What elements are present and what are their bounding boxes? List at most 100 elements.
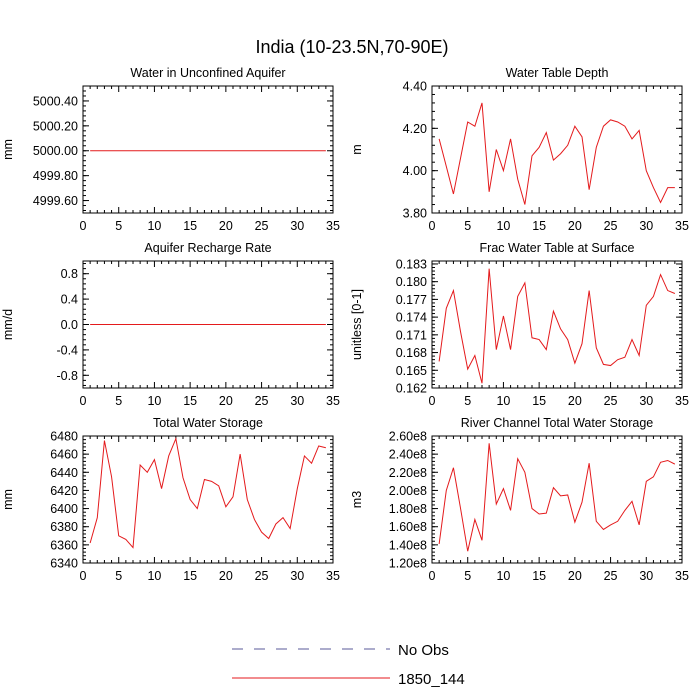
x-tick-label: 0 [429, 394, 436, 408]
x-tick-label: 0 [429, 219, 436, 233]
y-axis-label: unitless [0-1] [350, 289, 364, 360]
y-tick-label: 4999.80 [33, 169, 78, 183]
y-tick-label: 1.40e8 [389, 538, 427, 552]
y-tick-label: 1.60e8 [389, 520, 427, 534]
y-tick-label: 5000.40 [33, 94, 78, 108]
x-tick-label: 35 [326, 394, 340, 408]
x-tick-label: 20 [568, 394, 582, 408]
series-line [438, 268, 676, 384]
x-tick-label: 5 [464, 569, 471, 583]
x-tick-label: 20 [219, 219, 233, 233]
y-tick-label: 6380 [50, 520, 78, 534]
chart-panel-3: Aquifer Recharge Rate mm/d 0 5 10 15 20 25 30 35 -… [1, 241, 340, 408]
plot-frame [431, 260, 683, 389]
y-tick-label: 6460 [50, 448, 78, 462]
x-tick-label: 35 [326, 569, 340, 583]
x-tick-label: 10 [147, 219, 161, 233]
y-tick-label: 0.8 [61, 267, 78, 281]
x-tick-label: 0 [80, 569, 87, 583]
x-tick-label: 15 [532, 394, 546, 408]
y-tick-label: 6340 [50, 557, 78, 571]
x-tick-label: 10 [496, 219, 510, 233]
x-tick-label: 25 [604, 394, 618, 408]
chart-panel-4: Frac Water Table at Surface unitless [0-1… [350, 241, 689, 408]
y-axis-label: m [350, 144, 364, 154]
chart-panel-5: Total Water Storage mm 0 5 10 15 20 25 30 35 6340 6… [1, 416, 340, 583]
series-line [89, 436, 326, 549]
x-tick-label: 10 [496, 569, 510, 583]
y-tick-label: 2.00e8 [389, 484, 427, 498]
legend-label-1: No Obs [398, 642, 449, 659]
x-tick-label: 25 [255, 394, 269, 408]
plot-frame [82, 435, 334, 564]
y-tick-label: 4.40 [403, 80, 427, 94]
chart-panels: Water in Unconfined Aquifer mm 0 5 10 15 20 25 3… [1, 66, 689, 583]
y-tick-label: 0.174 [396, 311, 427, 325]
x-tick-label: 30 [639, 569, 653, 583]
x-tick-label: 5 [464, 219, 471, 233]
x-tick-label: 10 [147, 394, 161, 408]
y-tick-label: -0.4 [56, 343, 78, 357]
y-tick-label: 6400 [50, 502, 78, 516]
x-tick-label: 0 [429, 569, 436, 583]
x-tick-label: 5 [115, 219, 122, 233]
series-line [438, 102, 675, 205]
x-tick-label: 25 [604, 569, 618, 583]
chart-panel-2: Water Table Depth m 0 5 10 15 20 25 30 35 3.80 4.00… [350, 66, 689, 233]
x-tick-label: 15 [183, 394, 197, 408]
x-tick-label: 25 [255, 219, 269, 233]
x-tick-label: 20 [568, 569, 582, 583]
y-tick-label: 0.4 [61, 293, 78, 307]
y-tick-label: -0.8 [56, 369, 78, 383]
x-tick-label: 5 [115, 569, 122, 583]
x-tick-label: 35 [675, 569, 689, 583]
panel-title: Water in Unconfined Aquifer [130, 66, 285, 80]
y-tick-label: 2.40e8 [389, 448, 427, 462]
y-tick-label: 6440 [50, 466, 78, 480]
x-tick-label: 15 [532, 569, 546, 583]
plot-frame [431, 85, 683, 214]
y-tick-label: 5000.20 [33, 119, 78, 133]
panel-title: Water Table Depth [506, 66, 609, 80]
panel-title: Aquifer Recharge Rate [144, 241, 271, 255]
y-tick-label: 5000.00 [33, 144, 78, 158]
y-axis-label: mm/d [1, 309, 15, 340]
x-tick-label: 5 [115, 394, 122, 408]
y-tick-label: 2.60e8 [389, 430, 427, 444]
x-tick-label: 20 [568, 219, 582, 233]
x-tick-label: 30 [639, 219, 653, 233]
x-tick-label: 35 [675, 394, 689, 408]
panel-title: Frac Water Table at Surface [480, 241, 635, 255]
chart-panel-1: Water in Unconfined Aquifer mm 0 5 10 15 20 25 3… [1, 66, 340, 233]
y-tick-label: 0.180 [396, 275, 427, 289]
panel-title: River Channel Total Water Storage [461, 416, 654, 430]
x-tick-label: 35 [326, 219, 340, 233]
legend: No Obs 1850_144 [232, 642, 465, 688]
y-tick-label: 1.20e8 [389, 557, 427, 571]
x-tick-label: 10 [496, 394, 510, 408]
x-tick-label: 0 [80, 219, 87, 233]
x-tick-label: 25 [255, 569, 269, 583]
y-tick-label: 6420 [50, 484, 78, 498]
y-axis-label: m3 [350, 491, 364, 508]
x-tick-label: 35 [675, 219, 689, 233]
y-tick-label: 4.20 [403, 122, 427, 136]
y-tick-label: 0.183 [396, 257, 427, 271]
y-tick-label: 0.177 [396, 293, 427, 307]
y-tick-label: 1.80e8 [389, 502, 427, 516]
y-tick-label: 2.20e8 [389, 466, 427, 480]
x-tick-label: 20 [219, 569, 233, 583]
x-tick-label: 30 [290, 219, 304, 233]
y-axis-label: mm [1, 489, 15, 510]
x-tick-label: 15 [183, 219, 197, 233]
legend-label-2: 1850_144 [398, 671, 465, 688]
x-tick-label: 25 [604, 219, 618, 233]
y-tick-label: 3.80 [403, 207, 427, 221]
x-tick-label: 10 [147, 569, 161, 583]
x-tick-label: 15 [183, 569, 197, 583]
series-line [438, 443, 676, 552]
x-tick-label: 5 [464, 394, 471, 408]
x-tick-label: 30 [290, 394, 304, 408]
panel-title: Total Water Storage [153, 416, 263, 430]
